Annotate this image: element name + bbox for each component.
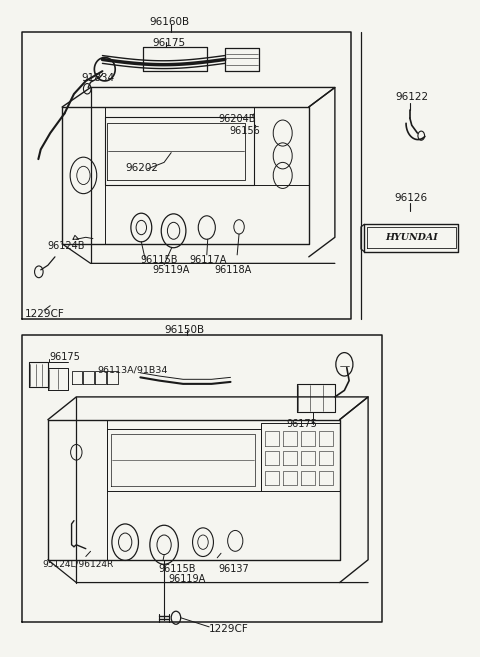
Text: 96175: 96175 xyxy=(287,419,317,429)
Text: HYUNDAI: HYUNDAI xyxy=(385,233,438,242)
Text: 96126: 96126 xyxy=(394,193,427,203)
Text: 96115B: 96115B xyxy=(158,564,196,574)
Text: 96137: 96137 xyxy=(219,564,250,574)
Text: 96113A/91B34: 96113A/91B34 xyxy=(97,365,168,374)
Text: 96175: 96175 xyxy=(152,37,185,47)
Text: 95124L/96124R: 95124L/96124R xyxy=(42,560,113,569)
Text: 96117A: 96117A xyxy=(189,255,227,265)
Text: 96204B: 96204B xyxy=(219,114,256,124)
Text: 96118A: 96118A xyxy=(215,265,252,275)
Text: 96150B: 96150B xyxy=(164,325,204,335)
Text: 91834: 91834 xyxy=(81,74,114,83)
Text: 1229CF: 1229CF xyxy=(209,624,249,635)
Text: 96124B: 96124B xyxy=(48,240,85,251)
Text: 96175: 96175 xyxy=(49,352,80,362)
Text: 96202: 96202 xyxy=(125,163,158,173)
Text: 1229CF: 1229CF xyxy=(24,309,64,319)
Text: 96119A: 96119A xyxy=(169,574,206,584)
Text: 96122: 96122 xyxy=(396,91,429,102)
Text: 96115B: 96115B xyxy=(140,255,178,265)
Text: 96156: 96156 xyxy=(229,126,260,136)
Text: 95119A: 95119A xyxy=(153,265,190,275)
Text: 96160B: 96160B xyxy=(150,17,190,28)
